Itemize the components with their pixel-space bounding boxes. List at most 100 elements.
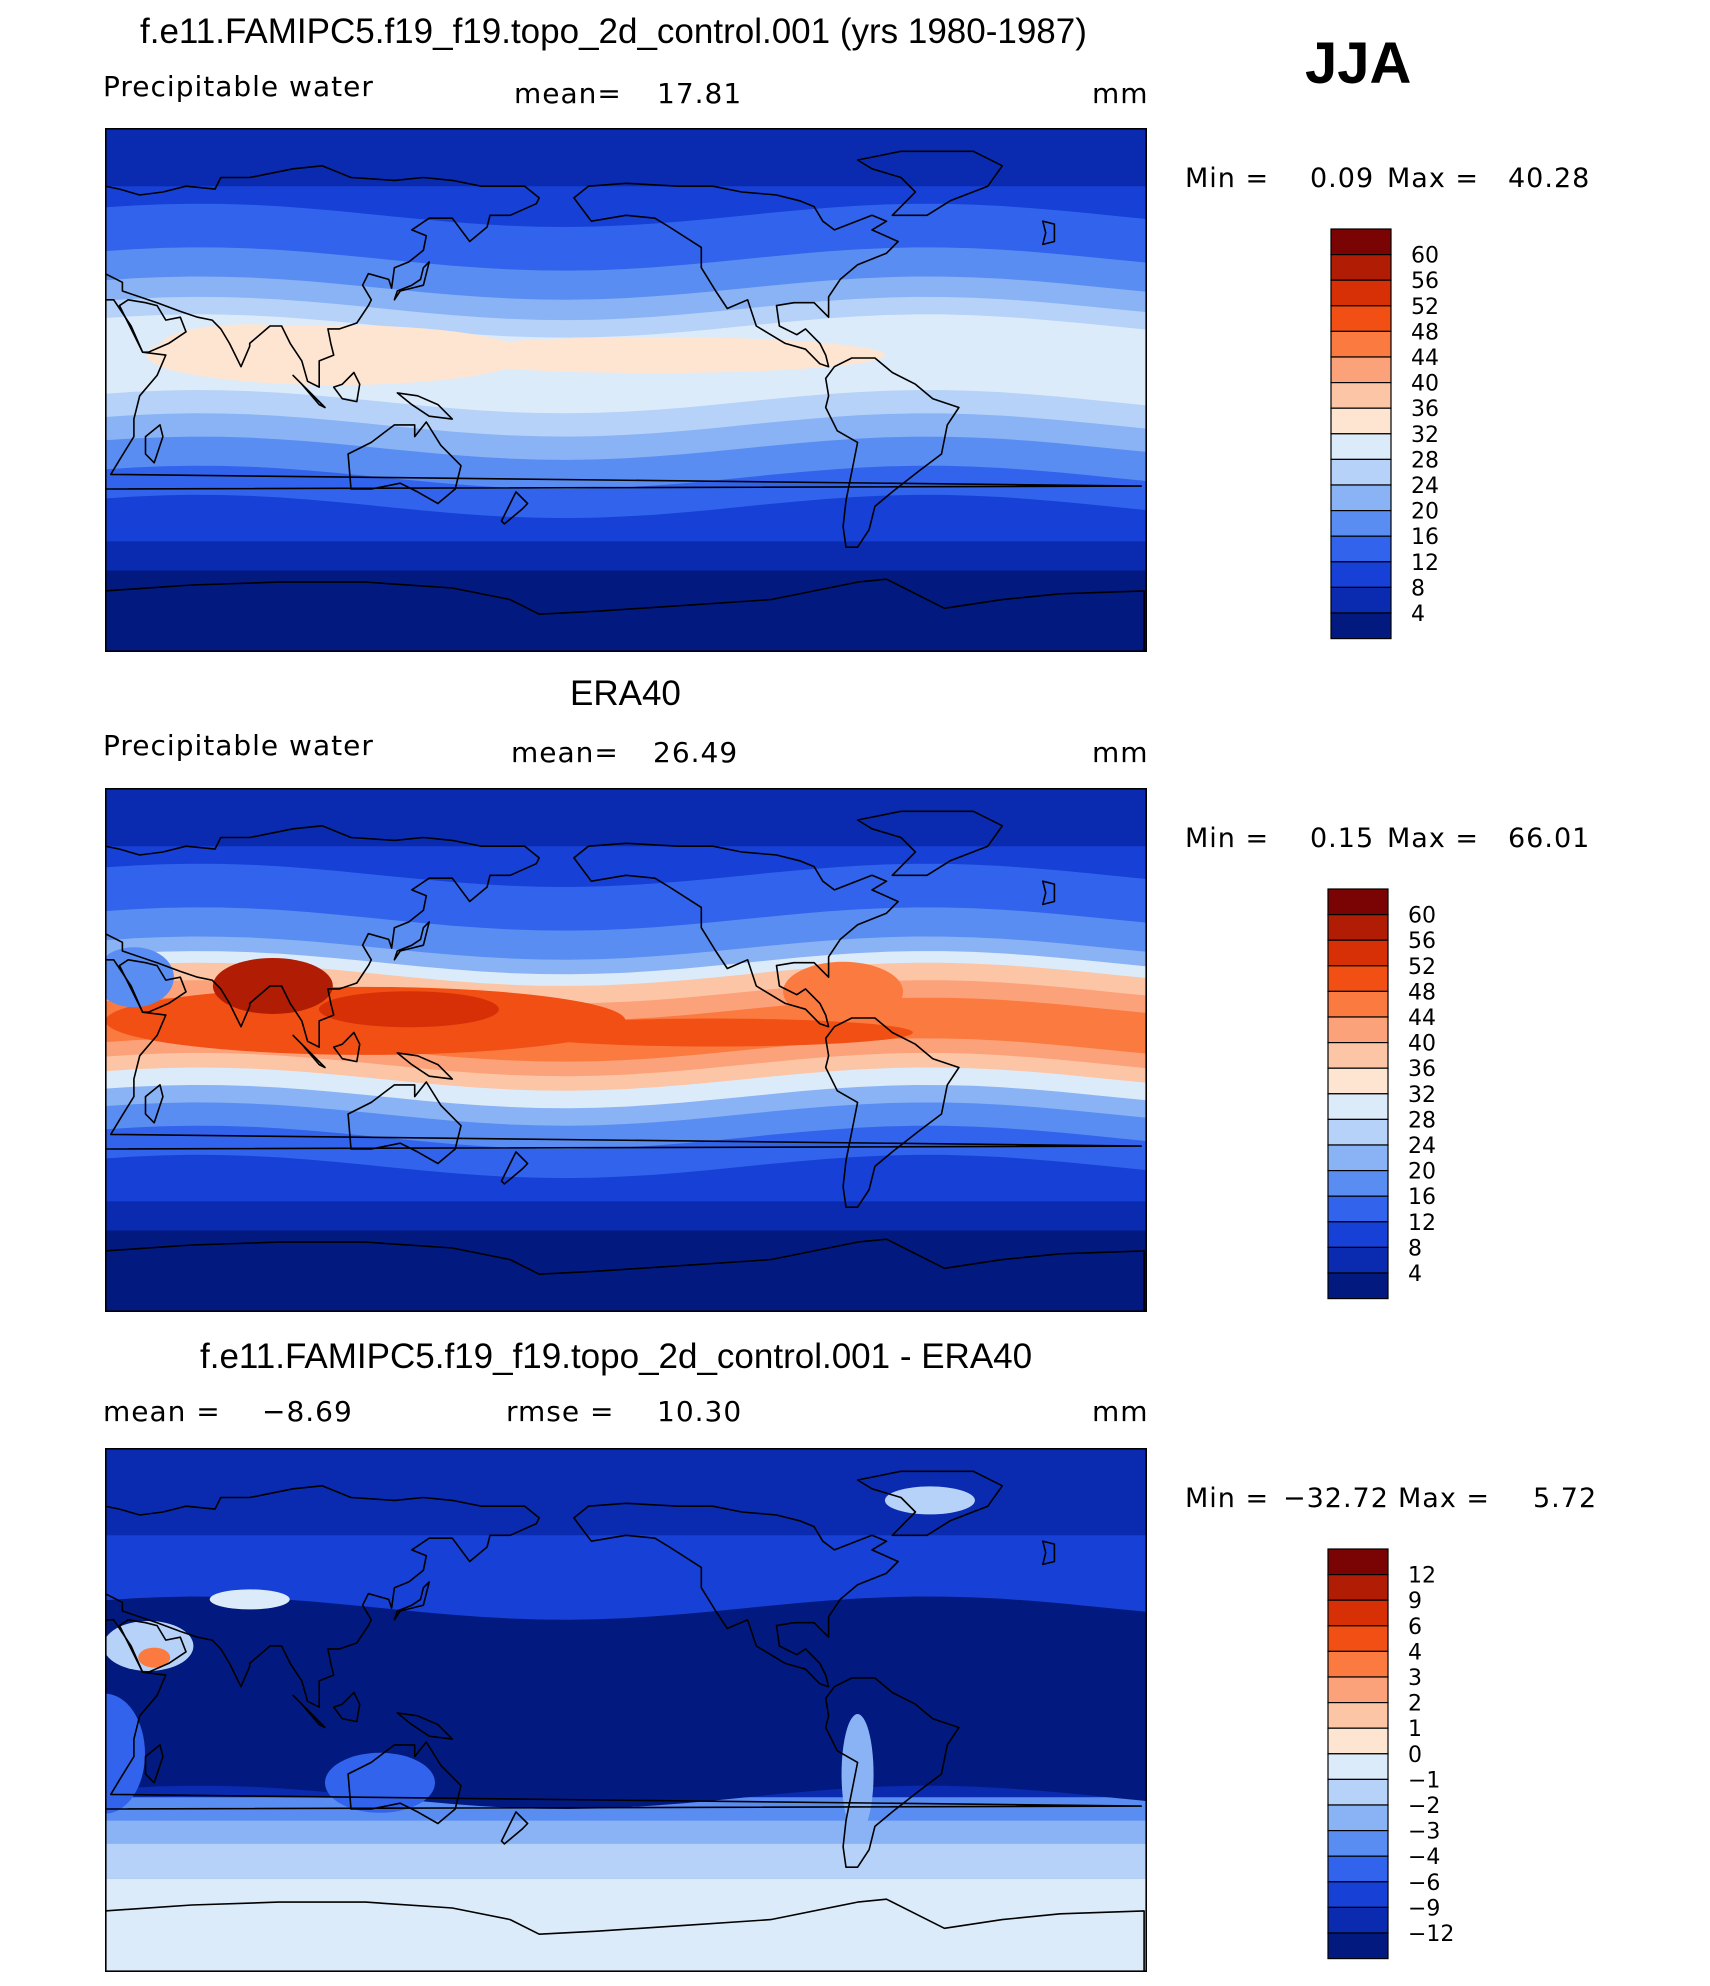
coastline [347,1081,462,1165]
coastline [1042,1540,1056,1566]
season-label: JJA [1305,31,1412,96]
panel-3-mean-label: mean = [103,1395,221,1428]
map-field-blob [105,1693,145,1814]
colorbar-tick-label: −9 [1408,1896,1440,1921]
colorbar-swatch [1327,1574,1389,1601]
coastline [500,1811,529,1845]
colorbar-tick-label: −3 [1408,1820,1440,1845]
colorbar-tick-label: 56 [1411,269,1439,294]
map-frame [105,788,1147,1312]
map-field-blob [424,337,885,374]
colorbar-swatch [1330,458,1392,486]
coastline [500,491,529,525]
colorbar-swatch [1327,1042,1389,1069]
colorbar-tick-label: 48 [1411,320,1439,345]
map-field-blob [512,1018,913,1047]
panel-1-max-value: 40.28 [1508,163,1591,194]
colorbar-swatch [1327,939,1389,967]
coastline [118,1619,187,1673]
panel-1-mean-value: 17.81 [657,77,743,110]
coastline [573,842,899,1028]
map-field-blob [783,961,904,1022]
coastline [144,1744,164,1784]
map-field-band [105,541,1147,571]
colorbar-swatch [1327,1830,1389,1857]
colorbar-tick-label: 2 [1408,1692,1422,1717]
map-frame [105,128,1147,652]
colorbar-swatch [1330,254,1392,281]
coastline [856,150,1004,217]
colorbar-swatch [1327,990,1389,1018]
colorbar-tick-label: 56 [1408,929,1436,954]
panel-3-rmse-label: rmse = [506,1395,615,1428]
colorbar-swatch [1327,1067,1389,1095]
colorbar-swatch [1327,914,1389,941]
colorbar-swatch [1330,279,1392,307]
colorbar-swatch [1327,1778,1389,1806]
colorbar-tick-label: −2 [1408,1794,1440,1819]
colorbar-swatch [1327,1246,1389,1274]
colorbar-swatch [1330,407,1392,435]
panel-1-min-label: Min = [1185,163,1270,194]
colorbar-swatch [1327,1221,1389,1248]
colorbar-tick-label: 44 [1408,1006,1436,1031]
panel-2-max-label: Max = [1387,823,1480,854]
coastline [332,1691,361,1723]
map-field-band [105,570,1147,652]
coastline [824,1677,960,1868]
coastline [105,578,1145,652]
colorbar-swatch [1327,1195,1389,1223]
coastline [393,261,430,301]
colorbar-swatch [1327,1804,1389,1832]
coastline [347,1741,462,1825]
panel-3-max-value: 5.72 [1533,1483,1598,1514]
colorbar-swatch [1330,510,1392,537]
map-field-band [105,1596,1147,1809]
coastline [396,1052,454,1080]
coastline [332,371,361,403]
coastline [396,1712,454,1740]
colorbar-swatch [1330,586,1392,614]
panel-1-mean-label: mean= [514,77,622,110]
colorbar-tick-label: 6 [1408,1615,1422,1640]
colorbar-tick-label: 52 [1408,955,1436,980]
colorbar-tick-label: 28 [1408,1108,1436,1133]
panel-1-units: mm [1092,77,1149,110]
colorbar-swatch [1330,330,1392,358]
colorbar-swatch [1327,1906,1389,1934]
panel-3-max-label: Max = [1398,1483,1491,1514]
map-field-blob [324,1752,435,1813]
colorbar-swatch [1327,1702,1389,1729]
coastline [105,165,540,388]
panel-3-min-label: Min = [1185,1483,1270,1514]
colorbar-swatch [1327,1625,1389,1653]
map-field-band [105,788,1147,847]
panel-2-units: mm [1092,736,1149,769]
panel-1-max-label: Max = [1387,163,1480,194]
coastline [573,1502,899,1688]
colorbar-tick-label: 20 [1411,500,1439,525]
colorbar-tick-label: 8 [1411,576,1425,601]
panel-3-units: mm [1092,1395,1149,1428]
coastline [105,825,540,1048]
panel-3-title: f.e11.FAMIPC5.f19_f19.topo_2d_control.00… [200,1337,1033,1376]
colorbar-tick-label: 8 [1408,1236,1422,1261]
colorbar-tick-label: −1 [1408,1768,1440,1793]
colorbar-tick-label: 12 [1411,551,1439,576]
coastline [396,392,454,420]
map-field-band [105,1843,1147,1879]
colorbar-tick-label: 36 [1411,397,1439,422]
colorbar-swatch [1330,484,1392,512]
map-field-blob [209,1589,290,1610]
coastline [144,424,164,464]
panel-3-mean-value: −8.69 [262,1395,353,1428]
colorbar-swatch [1330,561,1392,588]
colorbar-swatch [1327,1855,1389,1883]
panel-3-min-value: −32.72 [1283,1483,1389,1514]
map-field-band [105,1201,1147,1231]
panel-3-map [105,1448,1147,1972]
coastline [393,1581,430,1621]
panel-2-title: ERA40 [570,674,681,713]
colorbar-swatch [1327,1170,1389,1197]
